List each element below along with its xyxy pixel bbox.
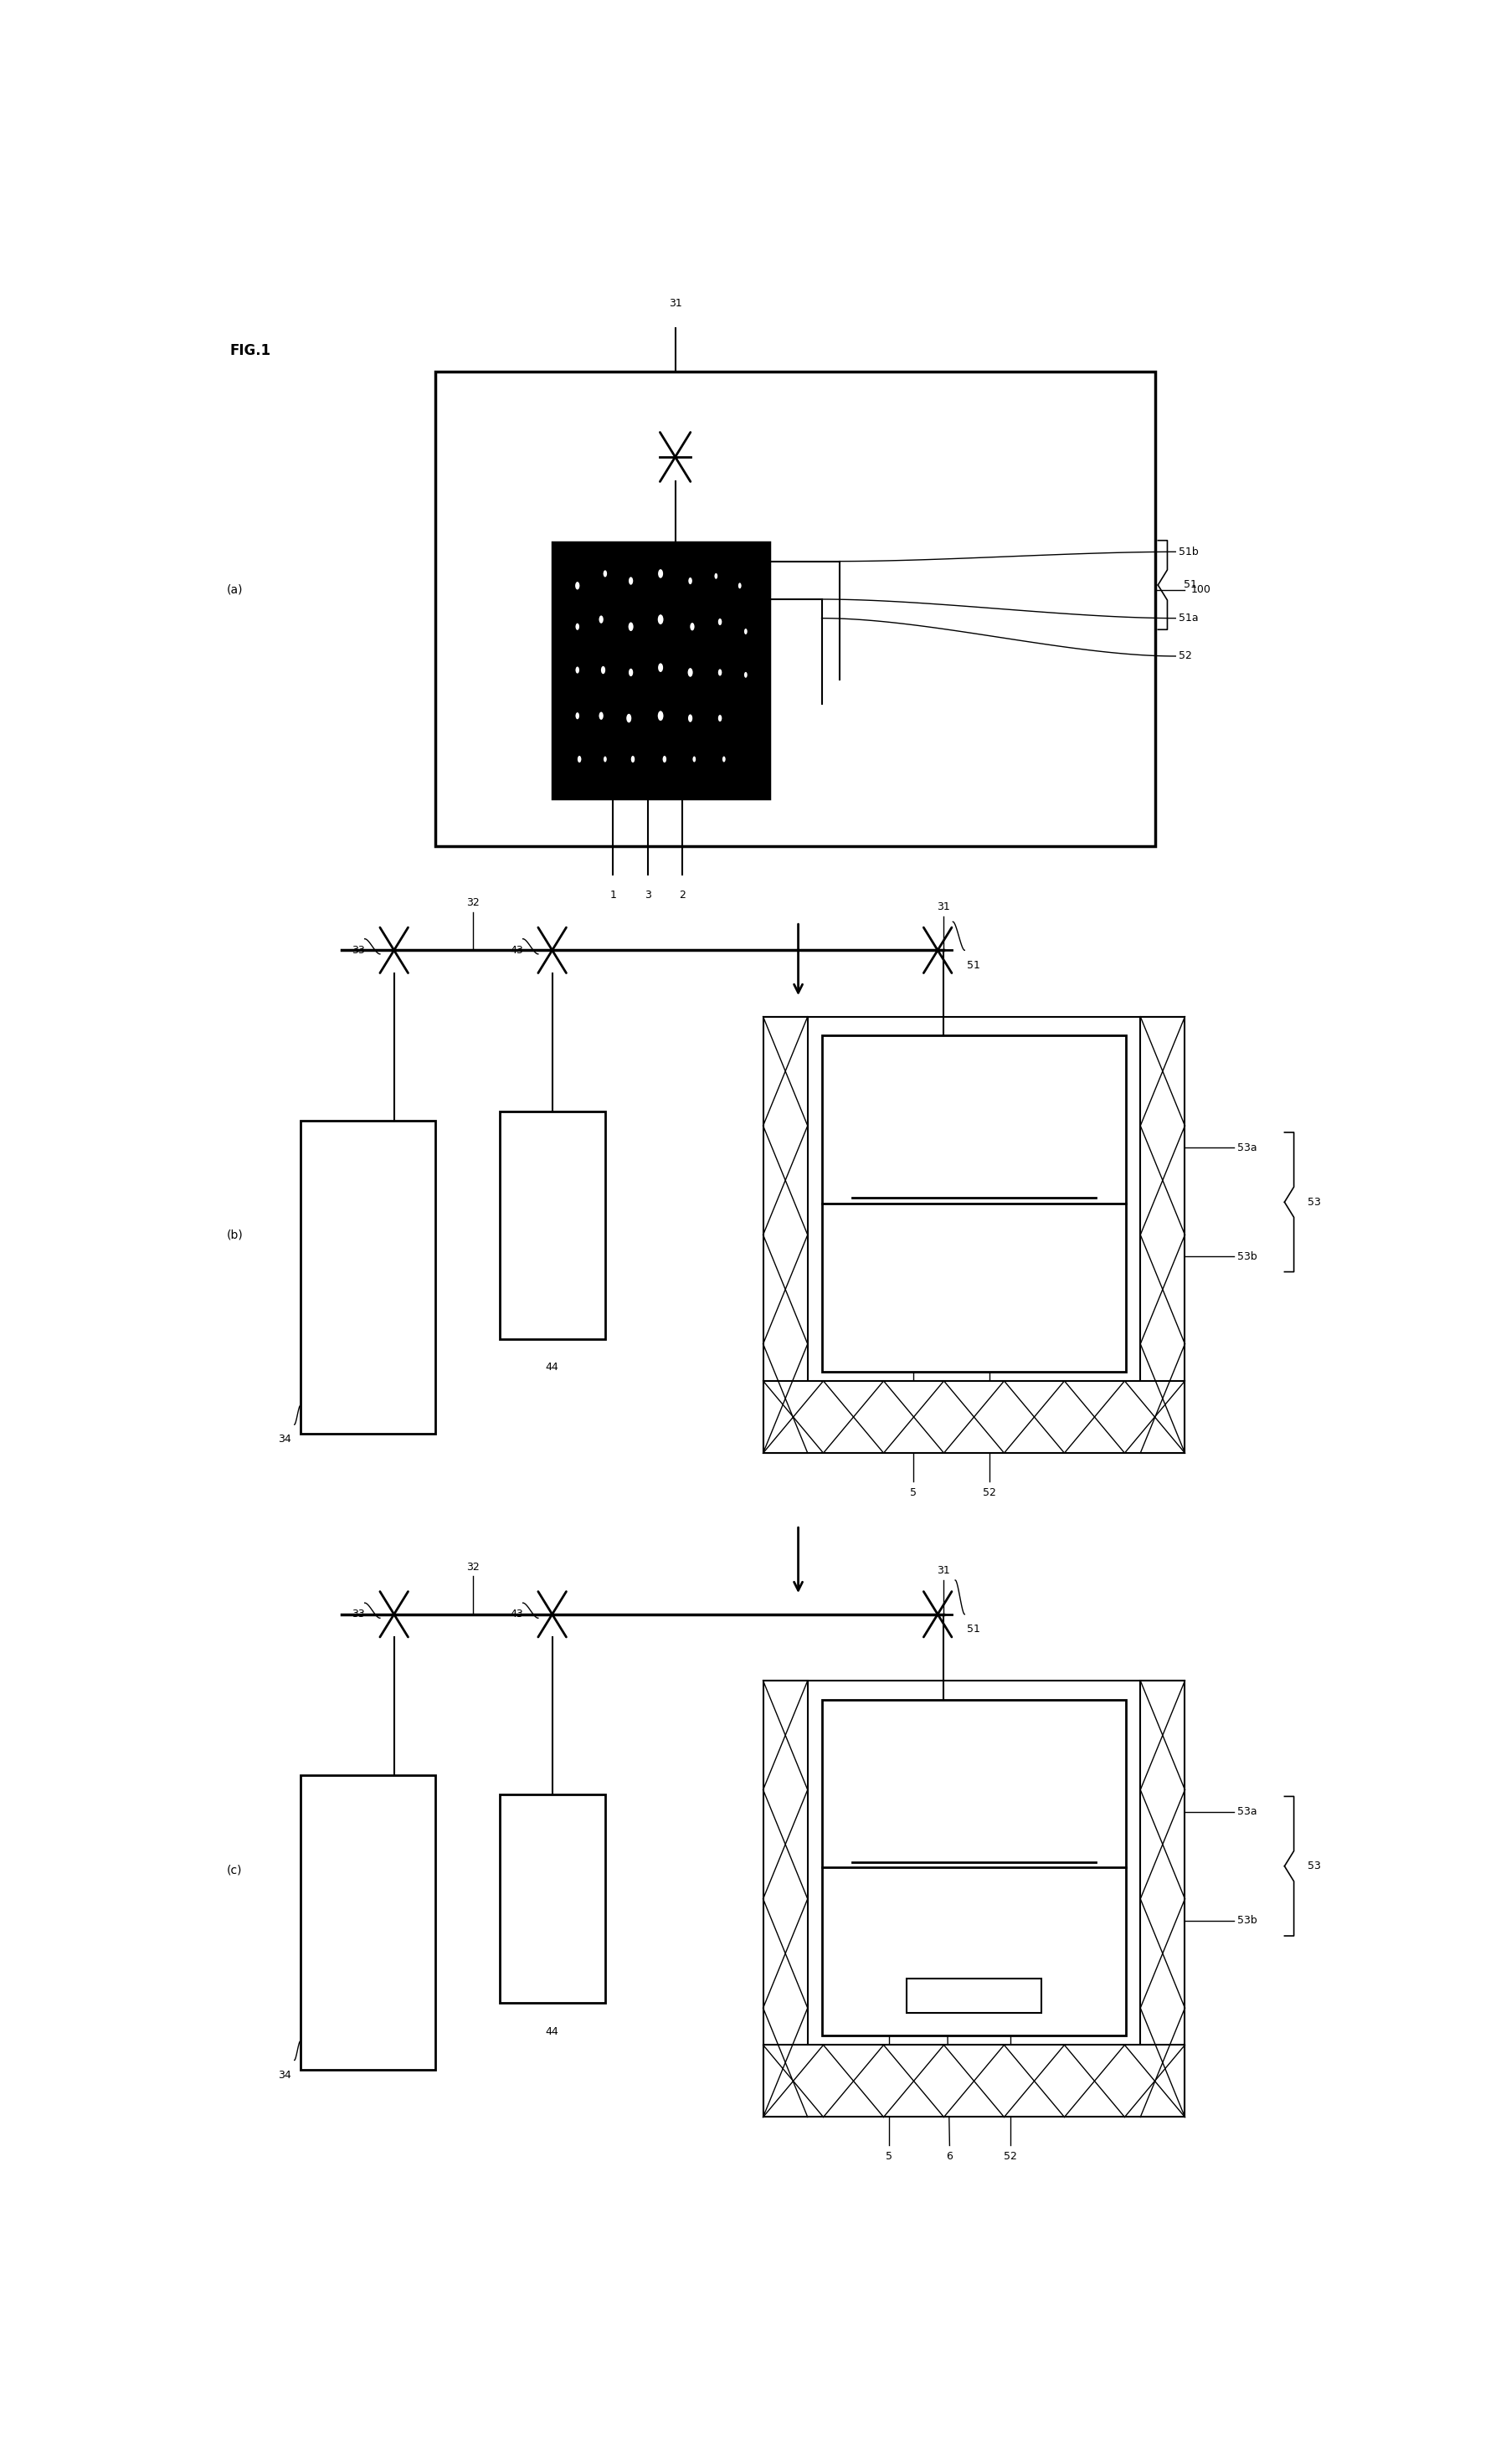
Circle shape — [574, 582, 580, 591]
Text: 31: 31 — [668, 298, 681, 308]
Bar — [561, 542, 759, 784]
Circle shape — [743, 670, 748, 678]
Text: 100: 100 — [1191, 584, 1210, 596]
Circle shape — [713, 572, 718, 579]
Bar — [763, 1380, 1185, 1454]
Text: 33: 33 — [352, 1609, 364, 1619]
Text: 51: 51 — [967, 1624, 979, 1636]
Circle shape — [688, 715, 692, 722]
Circle shape — [737, 582, 742, 589]
Circle shape — [688, 577, 692, 584]
Text: (c): (c) — [227, 1865, 242, 1875]
Text: 33: 33 — [352, 944, 364, 956]
Text: 34: 34 — [278, 2070, 290, 2080]
Circle shape — [627, 577, 633, 586]
Circle shape — [721, 756, 725, 764]
Bar — [822, 1700, 1126, 2035]
Text: 52: 52 — [1003, 2151, 1017, 2161]
Text: 53a: 53a — [1238, 1143, 1257, 1153]
Circle shape — [598, 712, 603, 719]
Text: 6: 6 — [946, 2151, 952, 2161]
Text: (a): (a) — [227, 584, 243, 596]
Circle shape — [692, 756, 697, 764]
Circle shape — [627, 668, 633, 678]
Text: 51: 51 — [967, 961, 979, 971]
Bar — [301, 1121, 435, 1434]
Text: 5: 5 — [910, 1488, 916, 1498]
Circle shape — [627, 621, 633, 631]
Bar — [499, 1111, 604, 1340]
Circle shape — [603, 756, 607, 764]
Text: 53: 53 — [1307, 1860, 1321, 1873]
Text: 5: 5 — [885, 2151, 891, 2161]
Circle shape — [718, 668, 722, 678]
Text: FIG.1: FIG.1 — [230, 342, 270, 357]
Text: 53a: 53a — [1238, 1806, 1257, 1816]
Text: 2: 2 — [678, 890, 684, 899]
Bar — [763, 2045, 1185, 2117]
Text: (b): (b) — [227, 1230, 243, 1242]
Text: 53: 53 — [1307, 1198, 1321, 1207]
Bar — [1139, 1680, 1185, 2117]
Text: 51b: 51b — [1179, 547, 1198, 557]
Text: 51: 51 — [1183, 579, 1197, 591]
Circle shape — [574, 623, 580, 631]
Text: 34: 34 — [278, 1434, 290, 1444]
Text: 51a: 51a — [1179, 614, 1198, 623]
Text: 53b: 53b — [1238, 1915, 1257, 1927]
Bar — [301, 1777, 435, 2070]
Text: 44: 44 — [545, 1363, 559, 1372]
Circle shape — [574, 665, 580, 675]
Circle shape — [626, 712, 632, 724]
Text: 32: 32 — [467, 1562, 479, 1572]
Text: 44: 44 — [545, 2025, 559, 2038]
Bar — [822, 1035, 1126, 1372]
Circle shape — [688, 668, 694, 678]
Circle shape — [598, 616, 603, 623]
Circle shape — [603, 569, 607, 577]
Text: 52: 52 — [982, 1488, 996, 1498]
Circle shape — [718, 715, 722, 722]
Bar — [1139, 1018, 1185, 1454]
Text: 32: 32 — [467, 897, 479, 909]
Text: 52: 52 — [1179, 650, 1192, 663]
Text: 53b: 53b — [1238, 1252, 1257, 1262]
Text: 31: 31 — [937, 1565, 949, 1577]
Bar — [763, 1680, 807, 2117]
Bar — [435, 372, 1154, 845]
Bar — [499, 1794, 604, 2003]
Circle shape — [574, 712, 580, 719]
Circle shape — [657, 663, 663, 673]
Text: 1: 1 — [609, 890, 616, 899]
Text: 43: 43 — [509, 944, 523, 956]
Circle shape — [600, 665, 606, 675]
Circle shape — [577, 754, 582, 764]
Circle shape — [657, 569, 663, 579]
Text: 43: 43 — [509, 1609, 523, 1619]
Circle shape — [657, 710, 663, 722]
Circle shape — [689, 621, 695, 631]
Circle shape — [743, 628, 748, 636]
Text: 31: 31 — [937, 902, 949, 912]
Text: 3: 3 — [644, 890, 651, 899]
Bar — [907, 1979, 1041, 2013]
Bar — [552, 542, 769, 798]
Circle shape — [718, 618, 722, 626]
Circle shape — [662, 754, 666, 764]
Bar — [763, 1018, 807, 1454]
Circle shape — [630, 754, 635, 764]
Circle shape — [657, 614, 663, 626]
